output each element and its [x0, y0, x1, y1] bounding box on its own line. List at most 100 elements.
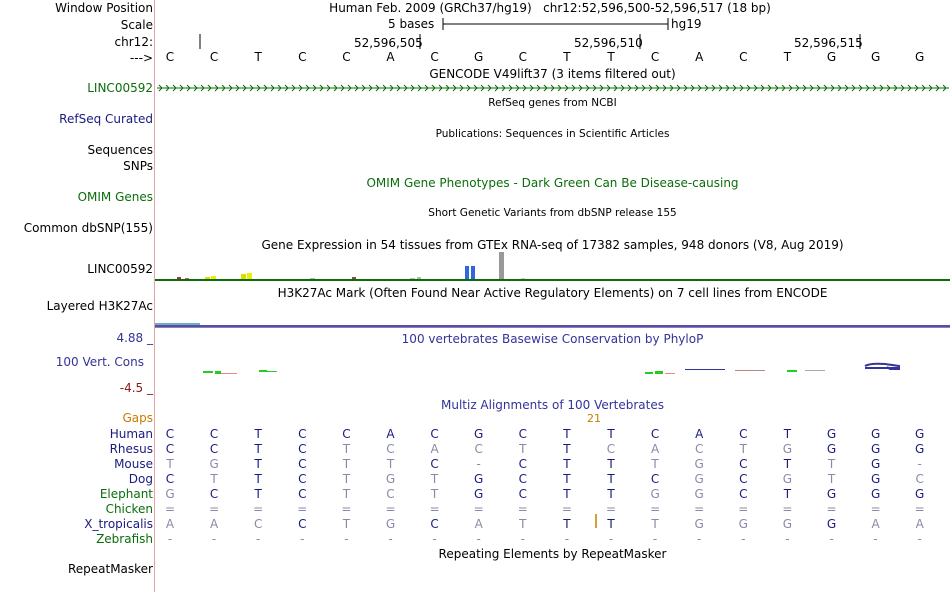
- alignment-base: G: [782, 472, 793, 486]
- alignment-base: T: [651, 517, 659, 531]
- alignment-base: G: [826, 442, 837, 456]
- alignment-base: C: [253, 517, 263, 531]
- alignment-base: C: [386, 442, 395, 456]
- reference-base: G: [826, 50, 837, 64]
- phylop-track-label[interactable]: 100 Vert. Cons: [55, 355, 144, 369]
- alignment-base: C: [739, 457, 748, 471]
- h3k27ac-track-title[interactable]: H3K27Ac Mark (Often Found Near Active Re…: [277, 286, 828, 300]
- species-label[interactable]: Mouse: [114, 457, 153, 471]
- multiz-track-title[interactable]: Multiz Alignments of 100 Vertebrates: [440, 398, 665, 412]
- alignment-base: -: [741, 532, 746, 546]
- omim-track-label[interactable]: OMIM Genes: [77, 190, 153, 204]
- alignment-base: -: [211, 532, 217, 546]
- refseq-track-title[interactable]: RefSeq genes from NCBI: [488, 97, 617, 109]
- alignment-base: C: [165, 427, 175, 441]
- alignment-base: -: [167, 532, 173, 546]
- alignment-base: =: [694, 502, 705, 516]
- alignment-base: T: [342, 472, 351, 486]
- alignment-base: =: [914, 502, 925, 516]
- alignment-base: C: [298, 487, 307, 501]
- gencode-track-label[interactable]: LINC00592: [87, 81, 153, 95]
- species-label[interactable]: Zebrafish: [96, 532, 153, 546]
- repeatmasker-track-title[interactable]: Repeating Elements by RepeatMasker: [438, 547, 667, 561]
- gencode-track-title[interactable]: GENCODE V49lift37 (3 items filtered out): [429, 67, 676, 81]
- reference-base: T: [563, 50, 571, 64]
- alignment-base: C: [739, 427, 748, 441]
- alignment-base: G: [738, 517, 748, 531]
- reference-base: C: [739, 50, 748, 64]
- alignment-base: A: [430, 442, 439, 456]
- gap-insertion-mark[interactable]: [594, 514, 598, 530]
- alignment-base: A: [165, 517, 175, 531]
- alignment-base: -: [652, 532, 658, 546]
- gtex-track-title[interactable]: Gene Expression in 54 tissues from GTEx …: [261, 238, 844, 252]
- alignment-base: T: [430, 487, 439, 501]
- alignment-base: C: [739, 472, 748, 486]
- alignment-base: T: [210, 472, 218, 486]
- publications-track-label[interactable]: Sequences: [87, 143, 153, 157]
- h3k27ac-signal[interactable]: [155, 320, 950, 330]
- alignment-base: C: [430, 427, 439, 441]
- alignment-base: -: [829, 532, 834, 546]
- alignment-base: =: [297, 502, 308, 516]
- alignment-base: G: [915, 442, 925, 456]
- h3k27ac-track-label[interactable]: Layered H3K27Ac: [46, 299, 153, 313]
- alignment-base: T: [563, 427, 571, 441]
- gap-count[interactable]: 21: [587, 412, 601, 425]
- gtex-track-label[interactable]: LINC00592: [87, 262, 153, 276]
- alignment-base: T: [254, 472, 262, 486]
- species-label[interactable]: Human: [109, 427, 153, 441]
- alignment-base: C: [518, 457, 527, 471]
- alignment-base: T: [607, 457, 615, 471]
- phylop-signal[interactable]: [155, 360, 950, 380]
- species-label[interactable]: Chicken: [105, 502, 153, 516]
- ruler-ticks: [199, 34, 861, 49]
- snps-track-label[interactable]: SNPs: [123, 159, 153, 173]
- species-label[interactable]: X_tropicalis: [84, 517, 153, 531]
- repeatmasker-track-label[interactable]: RepeatMasker: [67, 562, 153, 576]
- alignment-base: -: [785, 532, 790, 546]
- alignment-base: =: [473, 502, 484, 516]
- phylop-track-title[interactable]: 100 vertebrates Basewise Conservation by…: [401, 332, 704, 346]
- alignment-base: T: [607, 487, 615, 501]
- alignment-base: =: [209, 502, 220, 516]
- gtex-expression-bars[interactable]: [155, 250, 950, 282]
- alignment-base: =: [826, 502, 837, 516]
- alignment-base: T: [607, 427, 615, 441]
- alignment-base: C: [606, 442, 616, 456]
- alignment-base: G: [915, 427, 925, 441]
- dbsnp-track-label[interactable]: Common dbSNP(155): [23, 221, 153, 235]
- alignment-base: G: [870, 442, 881, 456]
- alignment-base: T: [430, 472, 439, 486]
- species-label[interactable]: Elephant: [99, 487, 153, 501]
- dbsnp-track-title[interactable]: Short Genetic Variants from dbSNP releas…: [428, 207, 677, 219]
- scale-label: Scale: [120, 18, 153, 32]
- alignment-base: C: [474, 442, 483, 456]
- alignment-base: A: [209, 517, 219, 531]
- alignment-base: G: [782, 442, 793, 456]
- alignment-base: C: [298, 442, 307, 456]
- alignment-base: A: [650, 442, 660, 456]
- species-label[interactable]: Dog: [128, 472, 153, 486]
- alignment-base: C: [298, 457, 307, 471]
- omim-track-title[interactable]: OMIM Gene Phenotypes - Dark Green Can Be…: [366, 176, 739, 190]
- window-position-value[interactable]: Human Feb. 2009 (GRCh37/hg19) chr12:52,5…: [329, 1, 771, 15]
- alignment-base: T: [342, 517, 351, 531]
- alignment-base: G: [826, 487, 837, 501]
- alignment-base: G: [165, 487, 175, 501]
- alignment-base: G: [870, 457, 881, 471]
- alignment-base: C: [650, 472, 660, 486]
- alignment-base: T: [166, 457, 174, 471]
- publications-track-title[interactable]: Publications: Sequences in Scientific Ar…: [435, 128, 670, 140]
- refseq-track-label[interactable]: RefSeq Curated: [59, 112, 153, 126]
- species-label[interactable]: Rhesus: [109, 442, 153, 456]
- reference-base: C: [518, 50, 527, 64]
- alignment-base: -: [917, 457, 922, 471]
- phylop-min: -4.5 _: [119, 381, 153, 395]
- reference-base: G: [870, 50, 881, 64]
- gencode-gene-feature[interactable]: [157, 82, 949, 94]
